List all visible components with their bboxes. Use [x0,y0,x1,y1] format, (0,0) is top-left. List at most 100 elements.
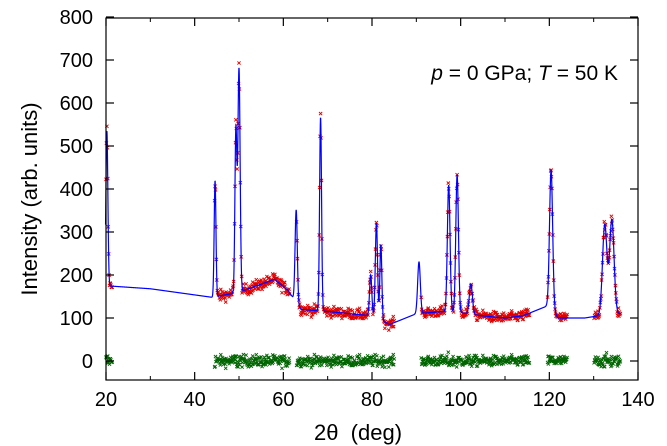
observed-point [264,284,268,289]
observed-point [237,61,241,65]
pressure-value: = 0 GPa; [443,62,538,85]
difference-point [451,354,456,359]
difference-point [558,355,563,359]
y-tick-label: 100 [60,308,93,330]
difference-point [480,353,485,358]
y-tick-label: 400 [60,179,93,201]
difference-point [223,366,228,371]
difference-point [602,364,607,369]
observed-point [309,315,314,320]
observed-point [310,312,315,317]
y-tick-label: 500 [60,136,93,158]
y-axis-label: Intensity (arb. units) [17,102,42,295]
x-tick-label: 140 [621,389,654,411]
difference-point [444,354,449,359]
observed-point [609,214,614,219]
observed-point [474,318,479,323]
observed-point [305,312,310,317]
observed-point [442,311,447,316]
difference-point [218,352,223,357]
y-tick-label: 200 [60,265,93,287]
difference-point [223,362,228,367]
difference-point [391,362,396,367]
difference-point [474,364,479,369]
difference-point [236,364,241,369]
y-axis: 0 100 200 300 400 500 600 700 800 [60,7,638,373]
difference-point [361,362,366,367]
observed-point [272,272,277,277]
difference-point [460,357,464,362]
difference-point [446,350,451,355]
difference-point [380,364,385,369]
difference-point [381,362,386,366]
y-tick-label: 700 [60,50,93,72]
difference-point [618,359,623,363]
observed-point [254,277,259,282]
difference-point [495,362,499,367]
observed-point [348,307,353,312]
observed-point [391,314,396,319]
x-tick-label: 40 [184,389,206,411]
difference-point [259,354,264,359]
difference-point [475,364,480,368]
difference-point [310,363,315,368]
difference-point [483,359,487,364]
observed-point [350,308,355,313]
observed-point [382,326,387,331]
observed-point [249,290,254,295]
difference-point [287,360,292,365]
temperature-value: = 50 K [551,62,618,85]
pressure-symbol: p [430,62,443,85]
difference-point [350,355,355,360]
observed-point [465,311,470,316]
difference-point [454,364,459,369]
difference-point [550,355,555,360]
observed-point [361,316,366,321]
difference-point [391,352,396,357]
difference-point [374,353,379,358]
difference-point [331,362,335,367]
difference-point [612,359,617,364]
difference-point [319,363,324,368]
difference-point [300,356,304,361]
observed-point [440,304,444,308]
difference-point [615,364,620,368]
difference-point [233,360,237,365]
observed-point [474,307,479,312]
observed-point [446,181,451,186]
difference-point [565,355,570,360]
difference-point [392,356,397,361]
x-tick-label: 100 [444,389,477,411]
observed-point [429,314,434,319]
difference-point [611,361,616,366]
difference-point [285,363,290,368]
difference-point [467,353,472,358]
x-tick-label: 60 [272,389,294,411]
difference-point [370,363,375,368]
observed-point [480,308,485,313]
difference-series [104,350,623,371]
observed-point [218,287,223,292]
x-tick-label: 120 [533,389,566,411]
difference-point [350,363,355,368]
y-tick-label: 800 [60,7,93,29]
observed-point [366,313,370,318]
difference-point [260,364,265,369]
difference-point [240,365,245,370]
x-axis-unit: (deg) [338,420,402,445]
difference-point [287,356,292,361]
observed-point [386,328,391,333]
difference-point [305,354,310,359]
observed-point [257,286,261,291]
observed-point [251,288,256,292]
difference-point [315,354,319,359]
y-tick-label: 0 [82,351,93,373]
observed-point [318,111,323,116]
observed-point [331,313,335,318]
difference-point [299,364,304,369]
difference-point [281,359,286,364]
difference-point [595,358,600,363]
difference-point [305,363,310,368]
difference-point [521,362,526,367]
